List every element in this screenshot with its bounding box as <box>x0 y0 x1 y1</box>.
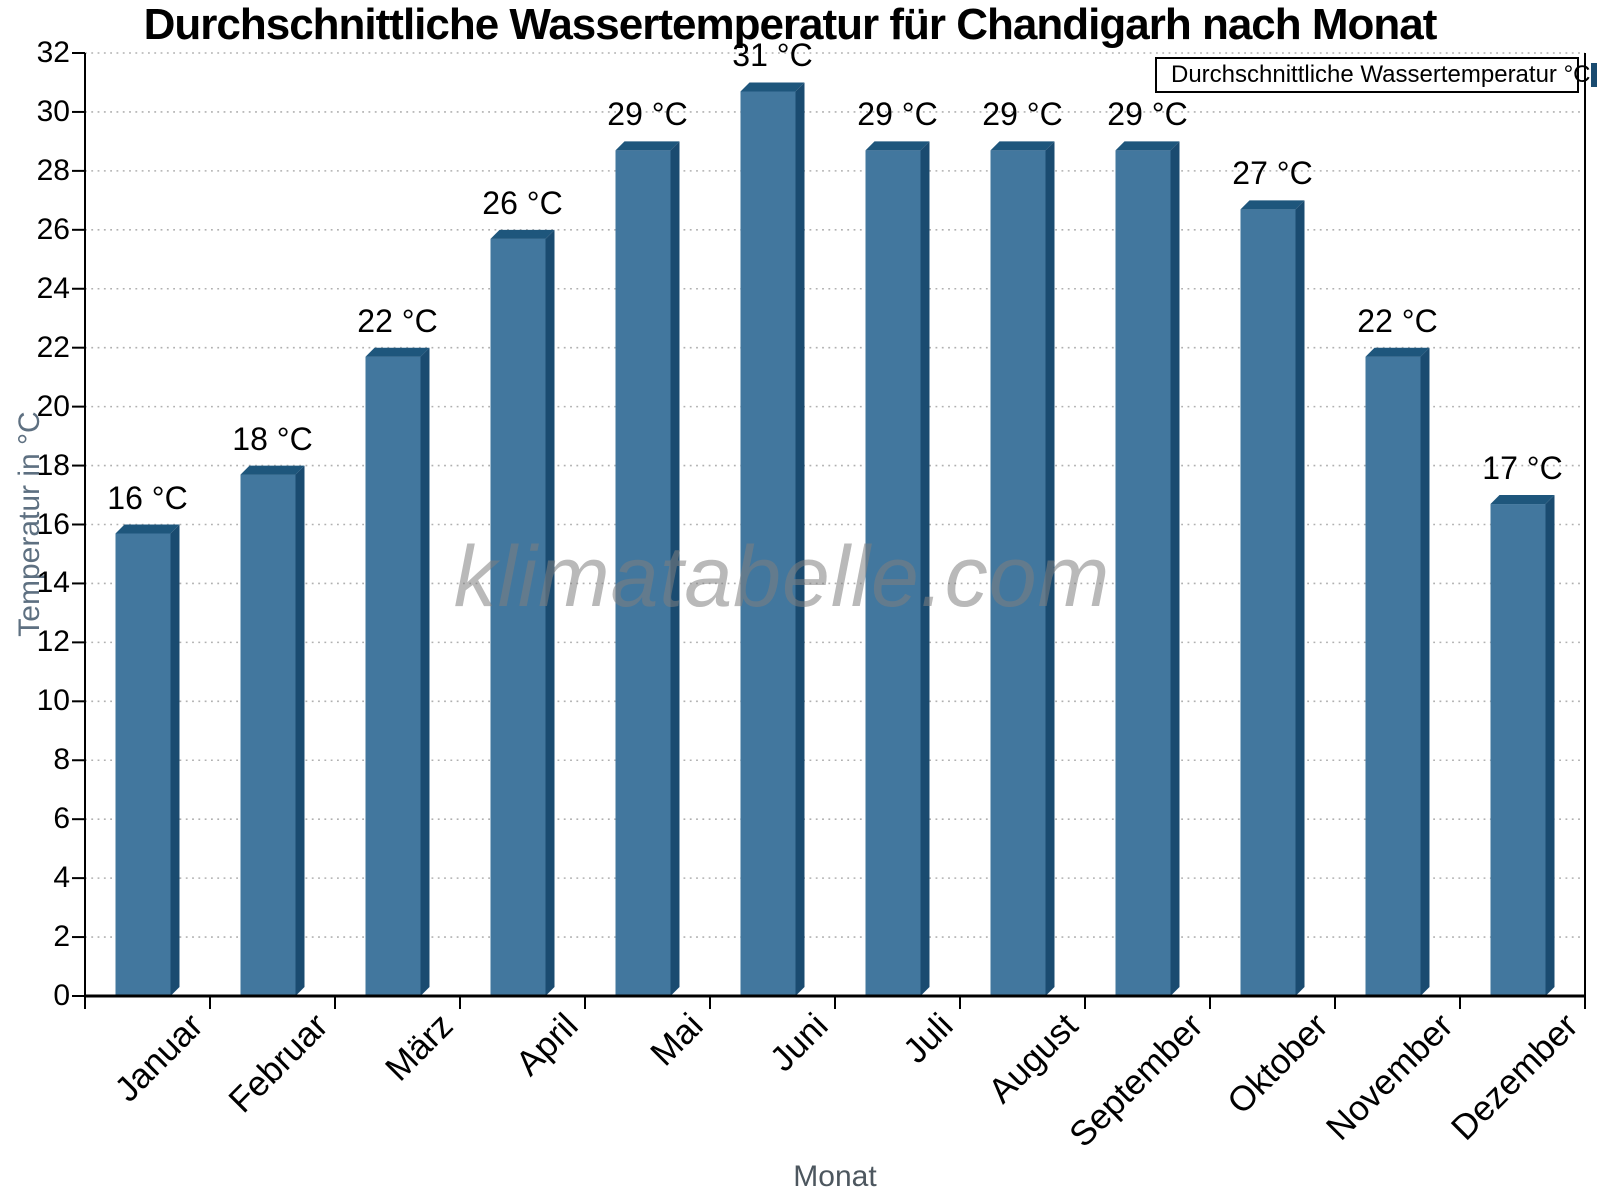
bar-face-maerz <box>365 356 421 996</box>
y-tick-label: 8 <box>53 743 70 777</box>
bar-top-november <box>1365 347 1430 357</box>
bar-value-label-april: 26 °C <box>482 184 563 221</box>
bar-side-oktober <box>1295 200 1305 996</box>
bar-face-august <box>990 150 1046 996</box>
y-tick-label: 32 <box>36 36 70 69</box>
bar-value-label-juli: 29 °C <box>857 96 938 133</box>
bar-top-dezember <box>1490 495 1555 505</box>
bar-side-august <box>1045 141 1055 996</box>
bar-top-januar <box>115 524 180 534</box>
bar-value-label-mai: 29 °C <box>607 96 688 133</box>
bar-side-februar <box>295 465 305 996</box>
bar-side-september <box>1170 141 1180 996</box>
legend-box: Durchschnittliche Wassertemperatur °C <box>1155 57 1597 93</box>
bar-value-label-dezember: 17 °C <box>1482 450 1563 487</box>
bar-value-label-november: 22 °C <box>1357 302 1438 339</box>
y-tick-label: 28 <box>36 153 70 187</box>
bar-top-april <box>490 229 555 239</box>
bar-side-november <box>1420 347 1430 996</box>
bar-top-september <box>1115 141 1180 151</box>
y-tick-label: 4 <box>53 861 70 895</box>
watermark-text: klimatabelle.com <box>453 529 1111 625</box>
y-tick-label: 16 <box>36 507 70 541</box>
bar-face-dezember <box>1490 504 1546 996</box>
y-tick-label: 20 <box>36 389 70 423</box>
y-tick-label: 10 <box>36 684 70 718</box>
y-tick-label: 6 <box>53 802 70 836</box>
bar-value-label-august: 29 °C <box>982 96 1063 133</box>
bar-side-mai <box>670 141 680 996</box>
bar-side-januar <box>170 524 180 996</box>
bar-face-januar <box>115 533 171 996</box>
bar-face-september <box>1115 150 1171 996</box>
chart-title: Durchschnittliche Wassertemperatur für C… <box>143 0 1438 49</box>
y-tick-label: 22 <box>36 330 70 364</box>
bar-value-label-september: 29 °C <box>1107 96 1188 133</box>
bar-value-label-juni: 31 °C <box>732 37 813 74</box>
bar-face-februar <box>240 474 296 996</box>
legend-swatch-icon <box>1590 63 1597 87</box>
y-tick-label: 26 <box>36 212 70 246</box>
bar-value-label-maerz: 22 °C <box>357 302 438 339</box>
y-tick-label: 14 <box>36 566 70 600</box>
bar-value-label-januar: 16 °C <box>107 479 188 516</box>
y-tick-label: 30 <box>36 94 70 128</box>
y-tick-label: 12 <box>36 625 70 659</box>
bar-face-juni <box>740 91 796 996</box>
bar-face-november <box>1365 356 1421 996</box>
bar-top-august <box>990 141 1055 151</box>
bar-top-oktober <box>1240 200 1305 210</box>
bar-face-oktober <box>1240 209 1296 996</box>
bar-side-juni <box>795 82 805 996</box>
bar-side-dezember <box>1545 495 1555 996</box>
bar-top-februar <box>240 465 305 475</box>
bar-value-label-februar: 18 °C <box>232 420 313 457</box>
bar-side-april <box>545 229 555 996</box>
bar-face-mai <box>615 150 671 996</box>
bar-face-april <box>490 238 546 996</box>
bar-top-juli <box>865 141 930 151</box>
y-tick-label: 24 <box>36 271 70 305</box>
legend-label: Durchschnittliche Wassertemperatur °C <box>1171 61 1591 88</box>
bar-value-label-oktober: 27 °C <box>1232 155 1313 192</box>
bar-top-maerz <box>365 347 430 357</box>
y-tick-label: 0 <box>53 979 70 1012</box>
bar-top-mai <box>615 141 680 151</box>
bar-side-maerz <box>420 347 430 996</box>
bar-side-juli <box>920 141 930 996</box>
x-axis-title: Monat <box>793 1160 877 1193</box>
y-tick-label: 18 <box>36 448 70 482</box>
bar-face-juli <box>865 150 921 996</box>
y-tick-label: 2 <box>53 920 70 954</box>
bar-top-juni <box>740 82 805 92</box>
